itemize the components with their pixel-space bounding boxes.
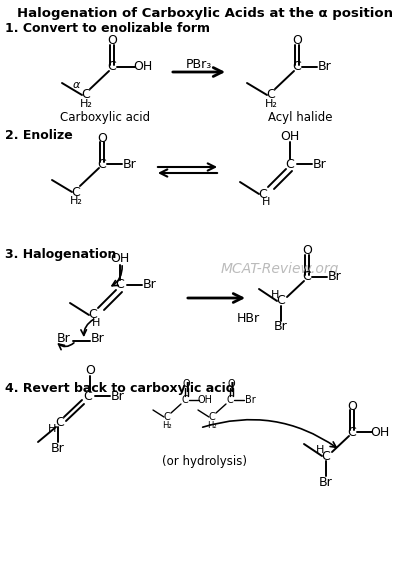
Text: H₂: H₂ — [70, 196, 82, 206]
Text: C: C — [81, 88, 90, 101]
Text: O: O — [291, 34, 301, 48]
Text: H: H — [92, 318, 100, 328]
Text: C: C — [347, 425, 355, 438]
Text: (or hydrolysis): (or hydrolysis) — [162, 456, 247, 469]
Text: C: C — [266, 88, 275, 101]
Text: Carboxylic acid: Carboxylic acid — [60, 112, 150, 125]
Text: OH: OH — [280, 130, 299, 143]
Text: Br: Br — [143, 279, 157, 292]
Text: Br: Br — [57, 332, 71, 346]
Text: C: C — [321, 449, 330, 463]
Text: O: O — [85, 364, 95, 377]
Text: Br: Br — [244, 395, 255, 405]
Text: O: O — [97, 132, 107, 144]
Text: O: O — [182, 379, 190, 389]
Text: C: C — [163, 412, 170, 422]
Text: C: C — [285, 158, 294, 171]
Text: 4. Revert back to carboxylic acid: 4. Revert back to carboxylic acid — [5, 382, 234, 395]
Text: C: C — [72, 186, 80, 198]
Text: H: H — [48, 424, 56, 434]
Text: 1. Convert to enolizable form: 1. Convert to enolizable form — [5, 22, 209, 35]
Text: C: C — [302, 271, 310, 283]
Text: C: C — [97, 158, 106, 171]
Text: HBr: HBr — [236, 311, 259, 325]
Text: 3. Halogenation: 3. Halogenation — [5, 248, 116, 261]
Text: O: O — [227, 379, 235, 389]
Text: C: C — [115, 279, 124, 292]
Text: Br: Br — [123, 158, 137, 171]
Text: Br: Br — [327, 271, 341, 283]
Text: Br: Br — [51, 442, 65, 455]
Text: OH: OH — [110, 253, 129, 265]
Text: 2. Enolize: 2. Enolize — [5, 129, 72, 142]
Text: O: O — [346, 399, 356, 413]
Text: Br: Br — [111, 389, 125, 403]
Text: C: C — [56, 416, 64, 428]
Text: Br: Br — [274, 321, 287, 333]
Text: H₂: H₂ — [79, 99, 92, 109]
Text: C: C — [181, 395, 188, 405]
Text: H₂: H₂ — [264, 99, 277, 109]
Text: Br: Br — [317, 61, 331, 73]
Text: C: C — [276, 294, 285, 307]
Text: H: H — [315, 445, 324, 455]
Text: C: C — [107, 61, 116, 73]
Text: MCAT-Review.org: MCAT-Review.org — [220, 262, 338, 276]
Text: C: C — [292, 61, 301, 73]
Text: H: H — [261, 197, 270, 207]
Text: H₂: H₂ — [207, 421, 216, 430]
Text: Br: Br — [312, 158, 326, 171]
Text: Br: Br — [91, 332, 105, 346]
Text: O: O — [107, 34, 117, 48]
Text: OH: OH — [197, 395, 212, 405]
Text: H: H — [270, 290, 279, 300]
Text: OH: OH — [369, 425, 389, 438]
Text: C: C — [83, 389, 92, 403]
Text: Halogenation of Carboxylic Acids at the α position: Halogenation of Carboxylic Acids at the … — [17, 7, 392, 20]
Text: OH: OH — [133, 61, 152, 73]
Text: C: C — [258, 187, 267, 201]
Text: α: α — [72, 80, 79, 90]
Text: H₂: H₂ — [162, 421, 171, 430]
Text: C: C — [208, 412, 215, 422]
Text: C: C — [88, 308, 97, 321]
Text: PBr₃: PBr₃ — [185, 58, 211, 70]
Text: Acyl halide: Acyl halide — [267, 112, 331, 125]
Text: C: C — [226, 395, 233, 405]
Text: Br: Br — [318, 475, 332, 488]
Text: O: O — [301, 244, 311, 257]
